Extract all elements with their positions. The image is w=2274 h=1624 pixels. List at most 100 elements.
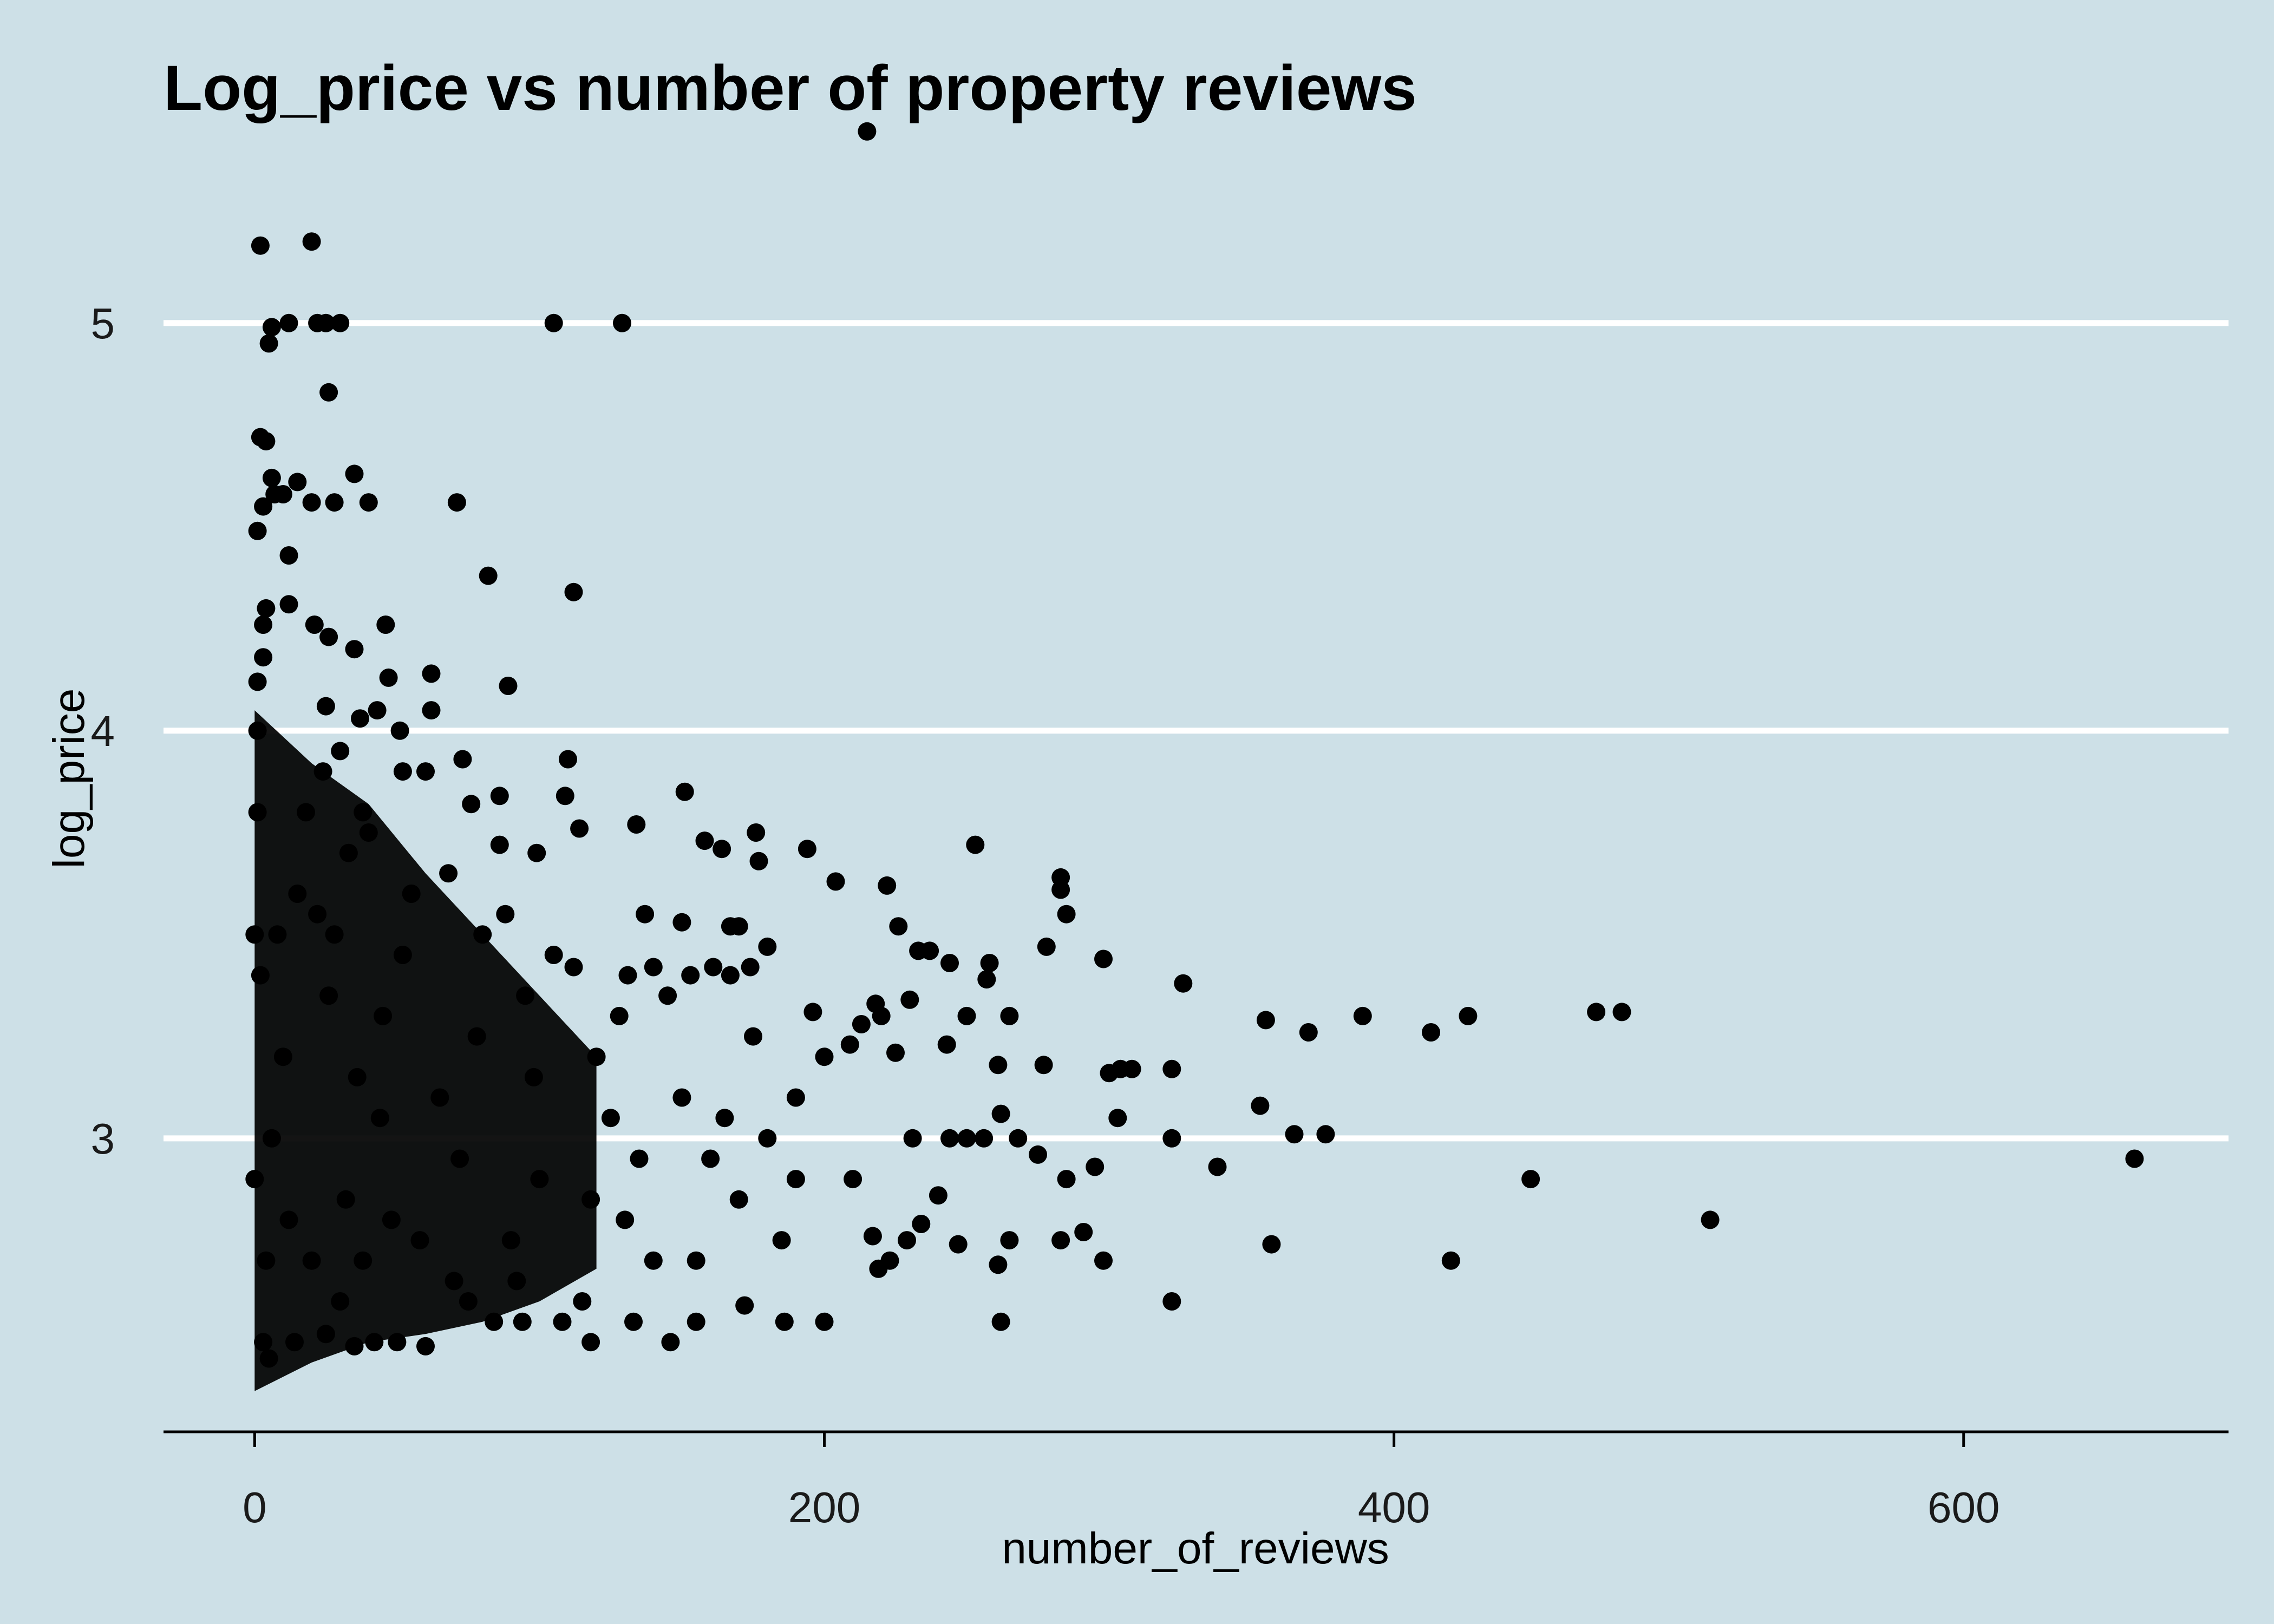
data-point <box>869 1259 888 1278</box>
data-point <box>257 432 276 451</box>
data-point <box>393 762 412 781</box>
data-point <box>359 823 378 842</box>
data-point <box>747 823 766 842</box>
data-point <box>1074 1223 1093 1241</box>
data-point <box>729 917 748 936</box>
data-point <box>257 599 276 618</box>
data-point <box>863 1227 882 1246</box>
data-point <box>1000 1006 1019 1025</box>
data-point <box>636 905 655 924</box>
data-point <box>627 815 646 834</box>
data-point <box>1034 1056 1053 1075</box>
data-point <box>940 1129 959 1148</box>
data-point <box>1051 1231 1070 1250</box>
data-point <box>977 970 996 989</box>
data-point <box>715 1109 734 1128</box>
data-point <box>989 1255 1008 1274</box>
data-point <box>559 750 577 769</box>
data-point <box>898 1231 916 1250</box>
data-point <box>844 1170 862 1189</box>
data-point <box>319 986 338 1005</box>
data-point <box>288 473 307 492</box>
data-point <box>872 1006 891 1025</box>
data-point <box>912 1215 931 1233</box>
data-point <box>439 864 458 883</box>
x-tick-label: 400 <box>1358 1483 1430 1531</box>
data-point <box>900 990 919 1009</box>
data-point <box>975 1129 994 1148</box>
data-point <box>815 1312 834 1331</box>
data-point <box>1162 1129 1181 1148</box>
data-point <box>339 843 358 862</box>
data-point <box>422 701 441 720</box>
data-point <box>388 1333 407 1352</box>
data-point <box>516 986 535 1005</box>
y-axis-ticks: 3 4 5 <box>91 299 115 1163</box>
data-point <box>1612 1003 1631 1021</box>
y-tick-label: 3 <box>91 1115 115 1163</box>
data-point <box>672 913 691 932</box>
data-point <box>544 313 563 332</box>
data-point <box>268 925 287 944</box>
data-point <box>331 1292 350 1311</box>
data-point <box>687 1251 705 1270</box>
data-point <box>957 1006 976 1025</box>
data-point <box>672 1088 691 1107</box>
data-point <box>556 787 574 806</box>
data-point <box>687 1312 705 1331</box>
data-point <box>840 1035 859 1054</box>
data-point <box>721 966 740 985</box>
data-point <box>288 885 307 903</box>
data-point <box>279 546 298 565</box>
data-point <box>530 1170 549 1189</box>
data-point <box>618 966 637 985</box>
data-point <box>681 966 700 985</box>
data-point <box>319 627 338 646</box>
data-point <box>245 1170 264 1189</box>
x-tick-label: 0 <box>243 1483 267 1531</box>
data-point <box>570 819 589 838</box>
data-point <box>581 1333 600 1352</box>
data-point <box>903 1129 922 1148</box>
data-point <box>786 1170 805 1189</box>
data-point <box>957 1129 976 1148</box>
data-point <box>316 697 335 716</box>
data-point <box>858 122 877 141</box>
data-point <box>345 464 364 483</box>
data-point <box>302 493 321 512</box>
data-point <box>254 497 273 516</box>
dense-points-region <box>254 710 597 1391</box>
data-point <box>262 1129 281 1148</box>
data-point <box>485 1312 504 1331</box>
data-point <box>1208 1157 1227 1176</box>
data-point <box>313 762 332 781</box>
data-point <box>348 1068 367 1086</box>
data-point <box>430 1088 449 1107</box>
data-point <box>273 485 292 503</box>
data-point <box>701 1149 720 1168</box>
data-point <box>1459 1006 1478 1025</box>
x-tick-label: 200 <box>788 1483 860 1531</box>
data-point <box>852 1015 871 1033</box>
data-point <box>410 1231 429 1250</box>
data-point <box>630 1149 649 1168</box>
data-point <box>354 803 373 822</box>
data-point <box>501 1231 520 1250</box>
data-point <box>1122 1059 1141 1078</box>
data-point <box>553 1312 572 1331</box>
data-point <box>473 925 492 944</box>
data-point <box>1000 1231 1019 1250</box>
data-point <box>1521 1170 1540 1189</box>
data-point <box>1256 1011 1275 1030</box>
data-point <box>316 1325 335 1344</box>
data-point <box>254 648 273 667</box>
data-point <box>1701 1210 1720 1229</box>
data-point <box>749 852 768 870</box>
data-point <box>991 1312 1010 1331</box>
x-tick-label: 600 <box>1927 1483 1999 1531</box>
data-point <box>325 493 344 512</box>
data-point <box>1108 1109 1127 1128</box>
data-point <box>1029 1145 1047 1164</box>
data-point <box>513 1312 532 1331</box>
